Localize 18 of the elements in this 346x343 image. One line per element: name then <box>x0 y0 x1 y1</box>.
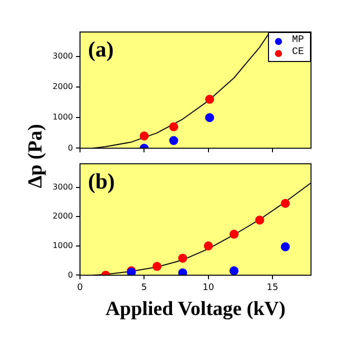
y-tick-label: 2000 <box>52 82 73 92</box>
y-tick-label: 0 <box>68 143 73 152</box>
y-tick-label: 2000 <box>52 212 73 221</box>
y-tick-label: 1000 <box>52 240 73 250</box>
y-tick-label: 3000 <box>52 182 73 192</box>
x-tick-label: 0 <box>77 282 84 293</box>
annotation: (a) <box>88 36 114 62</box>
x-axis-title: Applied Voltage (kV) <box>105 298 286 320</box>
legend-label: CE <box>292 47 304 59</box>
annotation: (b) <box>88 168 115 194</box>
x-tick-label: 5 <box>141 282 148 293</box>
legend-label: MP <box>292 35 304 47</box>
x-tick-label: 15 <box>266 282 278 293</box>
x-tick-label: 10 <box>202 282 214 293</box>
y-tick-label: 1000 <box>52 112 73 122</box>
y-tick-label: 0 <box>68 270 73 280</box>
y-tick-label: 3000 <box>52 52 73 61</box>
y-axis-title: Δp (Pa) <box>24 124 48 188</box>
